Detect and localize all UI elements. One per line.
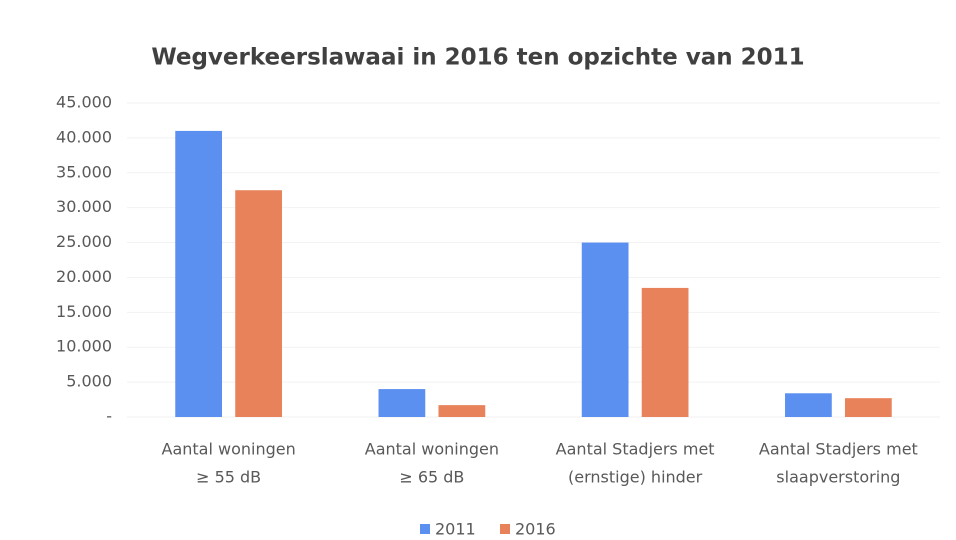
bar (844, 398, 892, 417)
y-tick-label: 15.000 (56, 302, 112, 321)
bar (641, 287, 689, 417)
x-tick-label: ≥ 65 dB (399, 468, 464, 487)
y-tick-label: - (106, 407, 112, 426)
bar (785, 393, 832, 417)
legend-swatch (420, 524, 430, 534)
y-tick-label: 40.000 (56, 127, 112, 146)
y-tick-label: 30.000 (56, 197, 112, 216)
legend-label: 2016 (515, 520, 556, 539)
chart-title: Wegverkeerslawaai in 2016 ten opzichte v… (151, 45, 804, 71)
bar (581, 242, 629, 417)
bar (235, 190, 282, 417)
y-tick-label: 25.000 (56, 232, 112, 251)
y-tick-label: 5.000 (66, 372, 112, 391)
x-tick-label: slaapverstoring (776, 468, 900, 487)
y-tick-label: 10.000 (56, 337, 112, 356)
bar (378, 389, 426, 417)
x-tick-label: Aantal Stadjers met (556, 440, 715, 459)
y-tick-label: 20.000 (56, 267, 112, 286)
bar (175, 130, 223, 417)
x-tick-label: ≥ 55 dB (196, 468, 261, 487)
bar (438, 405, 486, 417)
x-tick-label: Aantal woningen (365, 440, 499, 459)
x-tick-label: Aantal Stadjers met (759, 440, 918, 459)
legend-swatch (500, 524, 510, 534)
y-tick-label: 35.000 (56, 162, 112, 181)
x-tick-label: Aantal woningen (162, 440, 296, 459)
x-tick-label: (ernstige) hinder (568, 468, 703, 487)
legend-label: 2011 (435, 520, 476, 539)
y-tick-label: 45.000 (56, 93, 112, 112)
